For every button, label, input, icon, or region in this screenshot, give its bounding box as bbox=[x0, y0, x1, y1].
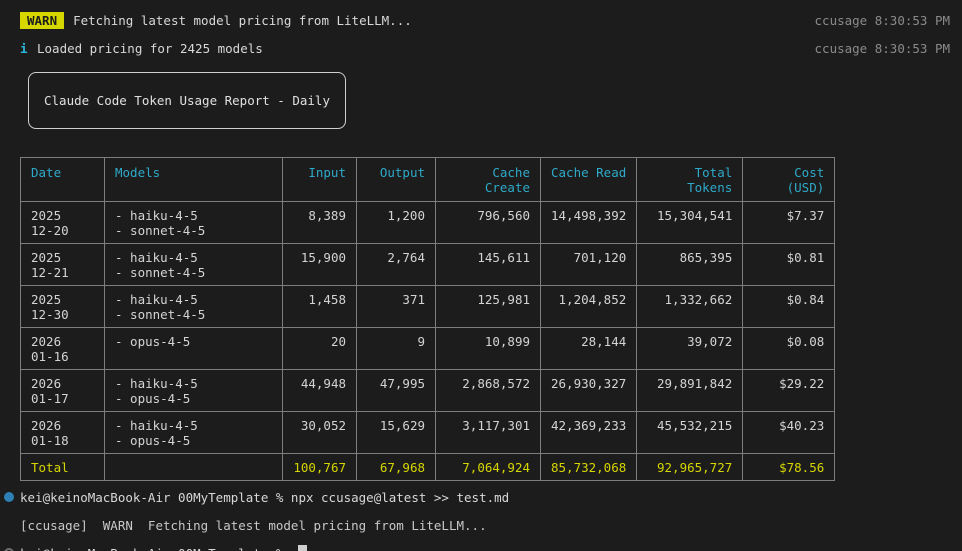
output-cell: 9 bbox=[356, 327, 436, 370]
cache-create-cell: 7,064,924 bbox=[435, 453, 541, 481]
cost-cell: $7.37 bbox=[742, 201, 836, 244]
cache-create-cell: 145,611 bbox=[435, 243, 541, 286]
cache-read-cell: 42,369,233 bbox=[539, 411, 638, 454]
models-cell: - haiku-4-5 - sonnet-4-5 bbox=[104, 285, 283, 328]
total-tokens-cell: 15,304,541 bbox=[636, 201, 744, 244]
cost-cell: $0.81 bbox=[742, 243, 836, 286]
total-tokens-cell: 865,395 bbox=[636, 243, 744, 286]
cost-cell: $0.84 bbox=[742, 285, 836, 328]
total-tokens-cell: 39,072 bbox=[636, 327, 744, 370]
total-tokens-cell: 92,965,727 bbox=[636, 453, 744, 481]
output-cell: 371 bbox=[356, 285, 436, 328]
cache-read-cell: 85,732,068 bbox=[539, 453, 638, 481]
report-title: Claude Code Token Usage Report - Daily bbox=[28, 72, 346, 129]
models-cell: - opus-4-5 bbox=[104, 327, 283, 370]
date-cell: 2025 12-30 bbox=[20, 285, 105, 328]
models-cell: - haiku-4-5 - opus-4-5 bbox=[104, 369, 283, 412]
cache-read-cell: 14,498,392 bbox=[539, 201, 638, 244]
date-cell: 2026 01-17 bbox=[20, 369, 105, 412]
models-cell: - haiku-4-5 - sonnet-4-5 bbox=[104, 201, 283, 244]
command-success-marker-icon bbox=[4, 492, 14, 502]
input-cell: 15,900 bbox=[282, 243, 357, 286]
output-cell: 47,995 bbox=[356, 369, 436, 412]
models-cell: - haiku-4-5 - sonnet-4-5 bbox=[104, 243, 283, 286]
cache-read-cell: 26,930,327 bbox=[539, 369, 638, 412]
column-header-output: Output bbox=[356, 157, 436, 202]
output-cell: 15,629 bbox=[356, 411, 436, 454]
column-header-date: Date bbox=[20, 157, 105, 202]
command-pending-marker-icon bbox=[4, 548, 14, 551]
table-header-row: Date Models Input Output Cache Create Ca… bbox=[20, 157, 836, 202]
column-header-total-tokens: Total Tokens bbox=[636, 157, 744, 202]
column-header-input: Input bbox=[282, 157, 357, 202]
warn-message: Fetching latest model pricing from LiteL… bbox=[73, 12, 412, 28]
table-row: 2026 01-18 - haiku-4-5 - opus-4-5 30,052… bbox=[20, 411, 836, 454]
prompt-command-text: kei@keinoMacBook-Air 00MyTemplate % npx … bbox=[20, 489, 510, 505]
info-icon: i bbox=[20, 40, 28, 56]
input-cell: 100,767 bbox=[282, 453, 357, 481]
column-header-cache-read: Cache Read bbox=[539, 157, 638, 202]
total-tokens-cell: 1,332,662 bbox=[636, 285, 744, 328]
table-row: 2026 01-16 - opus-4-5 20 9 10,899 28,144… bbox=[20, 327, 836, 370]
ccusage-log-header: WARN Fetching latest model pricing from … bbox=[0, 0, 962, 62]
table-row: 2026 01-17 - haiku-4-5 - opus-4-5 44,948… bbox=[20, 369, 836, 412]
cache-read-cell: 1,204,852 bbox=[539, 285, 638, 328]
cache-read-cell: 28,144 bbox=[539, 327, 638, 370]
prompt-line-command: kei@keinoMacBook-Air 00MyTemplate % npx … bbox=[0, 483, 962, 511]
input-cell: 1,458 bbox=[282, 285, 357, 328]
usage-table: Date Models Input Output Cache Create Ca… bbox=[20, 157, 836, 481]
table-row: 2025 12-20 - haiku-4-5 - sonnet-4-5 8,38… bbox=[20, 201, 836, 244]
cache-create-cell: 796,560 bbox=[435, 201, 541, 244]
terminal-cursor[interactable] bbox=[297, 545, 307, 551]
info-message: Loaded pricing for 2425 models bbox=[37, 40, 263, 56]
cache-read-cell: 701,120 bbox=[539, 243, 638, 286]
prompt-text: kei@keinoMacBook-Air 00MyTemplate % bbox=[20, 546, 291, 551]
date-cell: 2025 12-21 bbox=[20, 243, 105, 286]
cost-cell: $29.22 bbox=[742, 369, 836, 412]
cache-create-cell: 3,117,301 bbox=[435, 411, 541, 454]
total-tokens-cell: 45,532,215 bbox=[636, 411, 744, 454]
input-cell: 8,389 bbox=[282, 201, 357, 244]
info-log-line: i Loaded pricing for 2425 models ccusage… bbox=[0, 34, 962, 62]
log-timestamp: ccusage 8:30:53 PM bbox=[814, 12, 950, 28]
cost-cell: $0.08 bbox=[742, 327, 836, 370]
log-timestamp: ccusage 8:30:53 PM bbox=[814, 40, 950, 56]
cache-create-cell: 125,981 bbox=[435, 285, 541, 328]
ccusage-log-text: [ccusage] WARN Fetching latest model pri… bbox=[20, 517, 487, 533]
total-label-cell: Total bbox=[20, 453, 105, 481]
models-cell: - haiku-4-5 - opus-4-5 bbox=[104, 411, 283, 454]
column-header-cache-create: Cache Create bbox=[435, 157, 541, 202]
input-cell: 20 bbox=[282, 327, 357, 370]
column-header-models: Models bbox=[104, 157, 283, 202]
column-header-cost: Cost (USD) bbox=[742, 157, 836, 202]
cache-create-cell: 10,899 bbox=[435, 327, 541, 370]
cache-create-cell: 2,868,572 bbox=[435, 369, 541, 412]
warn-badge: WARN bbox=[20, 11, 65, 29]
total-tokens-cell: 29,891,842 bbox=[636, 369, 744, 412]
input-cell: 30,052 bbox=[282, 411, 357, 454]
input-cell: 44,948 bbox=[282, 369, 357, 412]
cost-cell: $40.23 bbox=[742, 411, 836, 454]
output-cell: 2,764 bbox=[356, 243, 436, 286]
models-cell bbox=[104, 453, 283, 481]
cost-cell: $78.56 bbox=[742, 453, 836, 481]
table-total-row: Total 100,767 67,968 7,064,924 85,732,06… bbox=[20, 453, 836, 481]
date-cell: 2025 12-20 bbox=[20, 201, 105, 244]
output-cell: 67,968 bbox=[356, 453, 436, 481]
prompt-line-active[interactable]: kei@keinoMacBook-Air 00MyTemplate % bbox=[0, 539, 962, 551]
warn-log-line: WARN Fetching latest model pricing from … bbox=[0, 6, 962, 34]
table-row: 2025 12-21 - haiku-4-5 - sonnet-4-5 15,9… bbox=[20, 243, 836, 286]
output-cell: 1,200 bbox=[356, 201, 436, 244]
ccusage-stderr-line: [ccusage] WARN Fetching latest model pri… bbox=[0, 511, 962, 539]
table-row: 2025 12-30 - haiku-4-5 - sonnet-4-5 1,45… bbox=[20, 285, 836, 328]
terminal-scrollback: kei@keinoMacBook-Air 00MyTemplate % npx … bbox=[0, 483, 962, 551]
date-cell: 2026 01-16 bbox=[20, 327, 105, 370]
report-banner-wrap: Claude Code Token Usage Report - Daily bbox=[28, 72, 962, 129]
date-cell: 2026 01-18 bbox=[20, 411, 105, 454]
